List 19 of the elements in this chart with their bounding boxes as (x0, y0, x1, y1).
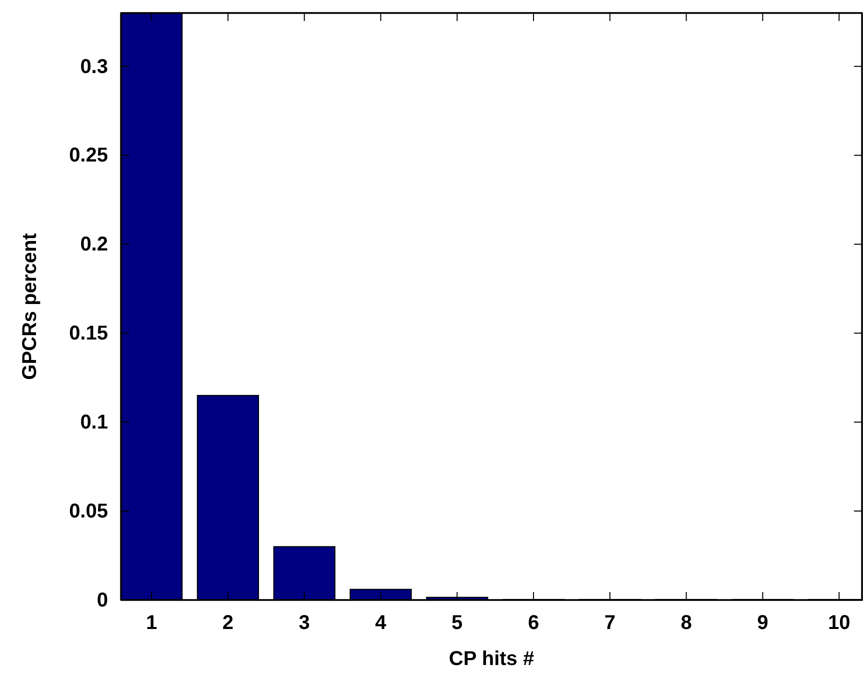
x-tick-label: 7 (604, 612, 616, 634)
y-tick-label: 0.05 (69, 500, 108, 522)
y-tick-label: 0.1 (80, 412, 108, 434)
x-tick-label: 2 (222, 612, 234, 634)
x-axis-title: CP hits # (448, 648, 534, 670)
x-tick-label: 5 (452, 612, 463, 634)
y-tick-label: 0.15 (69, 322, 108, 345)
x-tick-label: 3 (298, 612, 310, 634)
y-tick-label: 0.2 (80, 234, 108, 256)
x-tick-label: 4 (375, 612, 388, 634)
x-tick-label: 6 (528, 612, 540, 634)
y-axis-title: GPCRs percent (19, 232, 41, 380)
x-tick-label: 10 (828, 612, 850, 634)
y-tick-label: 0 (96, 589, 108, 612)
x-tick-label: 8 (680, 612, 692, 634)
y-tick-label: 0.25 (69, 144, 108, 167)
x-tick-label: 1 (146, 612, 158, 634)
y-tick-label: 0.3 (80, 56, 108, 78)
x-tick-label: 9 (757, 612, 768, 634)
